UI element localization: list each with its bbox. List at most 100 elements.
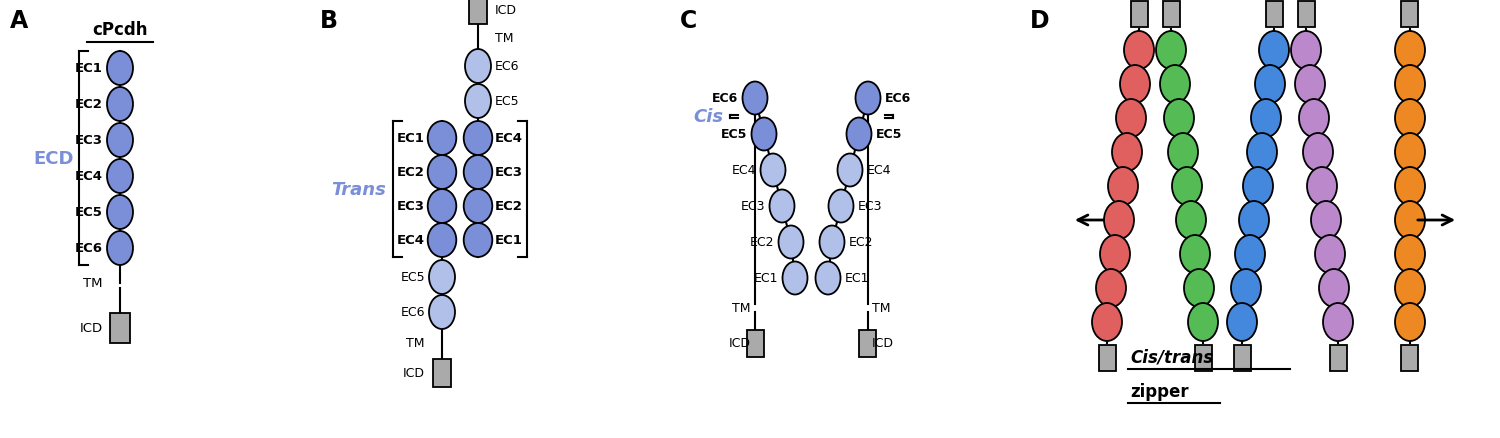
Ellipse shape [1258, 32, 1288, 70]
Ellipse shape [1395, 269, 1425, 307]
Text: EC5: EC5 [495, 95, 519, 108]
Ellipse shape [1188, 303, 1218, 341]
Ellipse shape [1304, 134, 1334, 172]
Text: EC1: EC1 [495, 234, 524, 247]
Text: ICD: ICD [404, 367, 424, 380]
Ellipse shape [465, 85, 490, 119]
Ellipse shape [1100, 236, 1130, 273]
Ellipse shape [816, 262, 840, 295]
Ellipse shape [778, 226, 804, 259]
Ellipse shape [1299, 100, 1329, 138]
Ellipse shape [106, 231, 134, 265]
Ellipse shape [1232, 269, 1262, 307]
Ellipse shape [464, 122, 492, 155]
FancyBboxPatch shape [1266, 2, 1282, 28]
Text: TM: TM [732, 302, 752, 315]
Text: EC2: EC2 [398, 166, 424, 179]
FancyBboxPatch shape [470, 0, 488, 25]
FancyBboxPatch shape [1098, 345, 1116, 371]
FancyBboxPatch shape [1233, 345, 1251, 371]
Text: EC6: EC6 [495, 60, 519, 73]
FancyBboxPatch shape [1131, 2, 1148, 28]
Ellipse shape [1227, 303, 1257, 341]
Ellipse shape [1176, 201, 1206, 240]
Text: B: B [320, 9, 338, 33]
Ellipse shape [770, 190, 795, 223]
Text: EC3: EC3 [741, 200, 765, 213]
Text: EC6: EC6 [712, 92, 738, 105]
Ellipse shape [1395, 303, 1425, 341]
FancyBboxPatch shape [1194, 345, 1212, 371]
Ellipse shape [429, 261, 454, 294]
Text: EC1: EC1 [398, 132, 424, 145]
Ellipse shape [1294, 66, 1324, 104]
Text: EC4: EC4 [495, 132, 524, 145]
Ellipse shape [1292, 32, 1322, 70]
Ellipse shape [752, 118, 777, 151]
Ellipse shape [1120, 66, 1150, 104]
Text: cPcdh: cPcdh [93, 21, 147, 39]
FancyBboxPatch shape [747, 330, 764, 357]
Ellipse shape [1395, 201, 1425, 240]
FancyBboxPatch shape [1401, 345, 1419, 371]
Ellipse shape [1108, 168, 1138, 205]
Text: TM: TM [84, 277, 104, 290]
Ellipse shape [1318, 269, 1348, 307]
Ellipse shape [1184, 269, 1214, 307]
Ellipse shape [106, 159, 134, 194]
Text: EC5: EC5 [722, 128, 747, 141]
Ellipse shape [427, 190, 456, 223]
Text: EC2: EC2 [849, 236, 873, 249]
Text: EC1: EC1 [844, 272, 868, 285]
Ellipse shape [1244, 168, 1274, 205]
Ellipse shape [1124, 32, 1154, 70]
Ellipse shape [1172, 168, 1202, 205]
Text: EC5: EC5 [400, 271, 424, 284]
Ellipse shape [828, 190, 854, 223]
Ellipse shape [427, 155, 456, 190]
FancyBboxPatch shape [859, 330, 876, 357]
Ellipse shape [1306, 168, 1336, 205]
Ellipse shape [1311, 201, 1341, 240]
Text: EC6: EC6 [885, 92, 910, 105]
Text: Cis: Cis [693, 108, 723, 126]
Ellipse shape [837, 154, 862, 187]
Ellipse shape [783, 262, 807, 295]
Text: EC4: EC4 [398, 234, 424, 247]
Text: ICD: ICD [80, 322, 104, 335]
FancyBboxPatch shape [433, 359, 451, 387]
Ellipse shape [464, 190, 492, 223]
Ellipse shape [464, 223, 492, 258]
Text: zipper: zipper [1130, 382, 1188, 400]
Ellipse shape [1112, 134, 1142, 172]
FancyBboxPatch shape [1298, 2, 1314, 28]
Ellipse shape [1256, 66, 1286, 104]
Ellipse shape [465, 50, 490, 84]
Text: EC3: EC3 [858, 200, 882, 213]
Ellipse shape [429, 295, 454, 329]
Ellipse shape [1160, 66, 1190, 104]
Text: EC6: EC6 [400, 306, 424, 319]
Ellipse shape [106, 88, 134, 122]
Text: EC4: EC4 [867, 164, 891, 177]
Ellipse shape [1092, 303, 1122, 341]
Text: EC2: EC2 [75, 98, 104, 111]
Ellipse shape [427, 122, 456, 155]
Ellipse shape [106, 195, 134, 230]
Text: ECD: ECD [33, 150, 74, 168]
Text: A: A [10, 9, 28, 33]
Ellipse shape [1395, 32, 1425, 70]
Ellipse shape [1246, 134, 1276, 172]
Text: EC1: EC1 [75, 62, 104, 75]
Ellipse shape [427, 223, 456, 258]
Ellipse shape [106, 124, 134, 158]
Ellipse shape [742, 82, 768, 115]
Text: TM: TM [871, 302, 891, 315]
Text: EC2: EC2 [750, 236, 774, 249]
Text: EC6: EC6 [75, 242, 104, 255]
Ellipse shape [106, 52, 134, 86]
Ellipse shape [1168, 134, 1198, 172]
Text: TM: TM [406, 337, 424, 350]
Text: EC4: EC4 [75, 170, 104, 183]
Text: EC4: EC4 [732, 164, 756, 177]
